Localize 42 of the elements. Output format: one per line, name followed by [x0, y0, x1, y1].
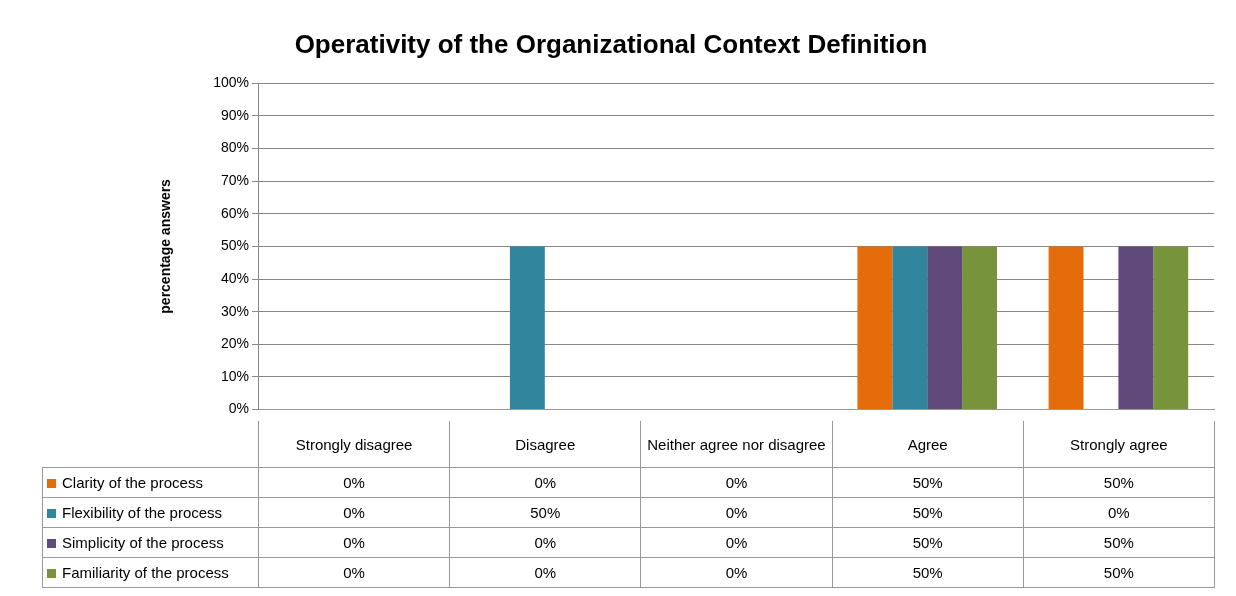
legend-label: Flexibility of the process: [42, 497, 259, 528]
data-label: 0%: [258, 527, 450, 558]
data-label: 50%: [449, 497, 641, 528]
y-axis-title: percentage answers: [157, 178, 174, 314]
data-label: 0%: [449, 557, 641, 588]
y-tick-label: 40%: [220, 269, 249, 286]
y-tick-label: 60%: [220, 204, 249, 221]
data-label: 0%: [640, 497, 833, 528]
legend-label: Clarity of the process: [42, 467, 259, 498]
legend-label: Familiarity of the process: [42, 557, 259, 588]
y-tick-label: 100%: [213, 74, 249, 91]
y-tick-label: 0%: [228, 400, 249, 417]
data-label: 0%: [258, 497, 450, 528]
data-label: 50%: [832, 527, 1024, 558]
x-tick-label: Neither agree nor disagree: [640, 421, 833, 468]
data-label: 0%: [640, 527, 833, 558]
data-label: 0%: [640, 557, 833, 588]
data-label: 0%: [449, 527, 641, 558]
x-tick-label: Disagree: [449, 421, 641, 468]
data-label: 50%: [1023, 527, 1215, 558]
y-tick-label: 30%: [220, 302, 249, 319]
x-tick-label: Agree: [832, 421, 1024, 468]
data-label: 50%: [832, 557, 1024, 588]
data-label: 0%: [1023, 497, 1215, 528]
data-label: 50%: [1023, 557, 1215, 588]
legend-label: Simplicity of the process: [42, 527, 259, 558]
chart-title: Operativity of the Organizational Context Definition: [294, 28, 928, 59]
data-label: 0%: [449, 467, 641, 498]
data-label: 50%: [1023, 467, 1215, 498]
y-tick-label: 50%: [220, 237, 249, 254]
data-label: 50%: [832, 467, 1024, 498]
y-tick-label: 90%: [220, 106, 249, 123]
y-tick-label: 70%: [220, 171, 249, 188]
data-label: 0%: [258, 557, 450, 588]
y-tick-label: 20%: [220, 335, 249, 352]
y-tick-label: 10%: [220, 367, 249, 384]
data-label: 0%: [258, 467, 450, 498]
x-tick-label: Strongly agree: [1023, 421, 1215, 468]
x-tick-label: Strongly disagree: [258, 421, 450, 468]
data-label: 50%: [832, 497, 1024, 528]
data-label: 0%: [640, 467, 833, 498]
y-tick-label: 80%: [220, 139, 249, 156]
